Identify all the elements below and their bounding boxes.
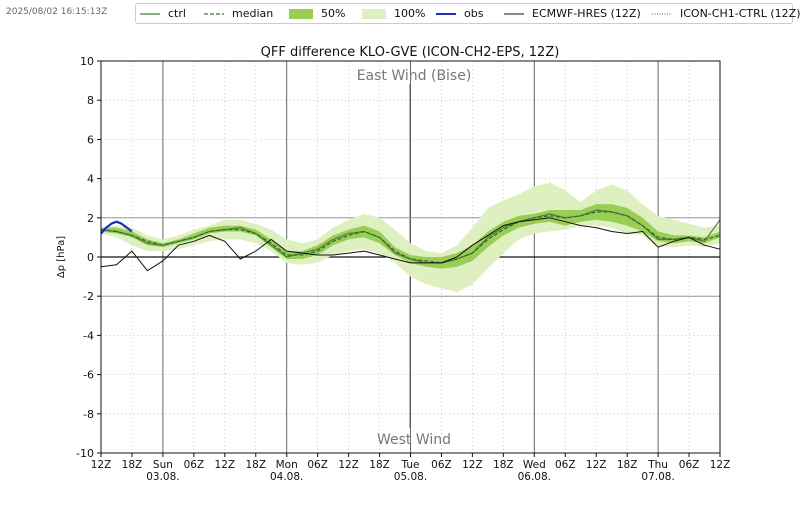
legend: ctrl median 50% 100% obs ECMWF-HRES (12Z… <box>135 3 800 24</box>
timestamp: 2025/08/02 16:15:13Z <box>6 7 108 17</box>
series-obs <box>100 220 133 235</box>
legend-swatch-obs <box>436 9 456 19</box>
legend-label-50pct: 50% <box>321 7 346 20</box>
x-tick-label: Thu <box>647 459 668 471</box>
annotation-west-wind: West Wind <box>377 432 451 448</box>
x-tick-label: 06Z <box>555 459 576 471</box>
legend-item-icon-ch1: ICON-CH1-CTRL (12Z) <box>652 4 800 23</box>
legend-item-ctrl: ctrl <box>140 4 186 23</box>
x-tick-label: 07.08. <box>641 471 674 483</box>
legend-item-50pct: 50% <box>289 4 345 23</box>
legend-swatch-ecmwf <box>504 9 524 19</box>
legend-item-obs: obs <box>436 4 483 23</box>
x-tick-label: 18Z <box>493 459 514 471</box>
y-tick-label: 0 <box>87 251 94 264</box>
x-tick-label: Tue <box>401 459 420 471</box>
legend-label-100pct: 100% <box>394 7 426 20</box>
x-tick-label: 03.08. <box>146 471 179 483</box>
y-tick-label: -8 <box>83 408 94 421</box>
y-tick-label: 10 <box>80 55 94 68</box>
x-tick-label: 05.08. <box>394 471 427 483</box>
x-tick-label: 12Z <box>710 459 731 471</box>
legend-label-ctrl: ctrl <box>168 7 186 20</box>
chart-title: QFF difference KLO-GVE (ICON-CH2-EPS, 12… <box>261 45 560 60</box>
x-tick-label: 12Z <box>586 459 607 471</box>
x-tick-label: 06Z <box>184 459 205 471</box>
x-tick-label: 12Z <box>91 459 112 471</box>
legend-swatch-icon-ch1 <box>652 9 672 19</box>
x-tick-label: 18Z <box>122 459 143 471</box>
y-tick-label: -4 <box>83 329 94 342</box>
y-tick-label: 8 <box>87 94 94 107</box>
y-tick-label: -10 <box>76 447 94 460</box>
x-tick-label: 18Z <box>245 459 266 471</box>
legend-item-ecmwf: ECMWF-HRES (12Z) <box>504 4 641 23</box>
series-ecmwf-hres-12z <box>100 217 721 272</box>
legend-swatch-50pct <box>289 8 313 19</box>
y-tick-label: 4 <box>87 173 94 186</box>
series-median <box>100 211 721 264</box>
x-tick-label: 04.08. <box>270 471 303 483</box>
legend-label-obs: obs <box>464 7 484 20</box>
x-tick-label: Sun <box>153 459 173 471</box>
x-tick-label: 12Z <box>215 459 236 471</box>
band-100pct <box>101 182 720 293</box>
x-tick-label: 06Z <box>679 459 700 471</box>
x-tick-label: 18Z <box>617 459 638 471</box>
x-tick-label: Wed <box>523 459 546 471</box>
annotation-east-wind: East Wind (Bise) <box>357 68 472 84</box>
legend-item-median: median <box>204 4 273 23</box>
x-tick-label: 06Z <box>307 459 328 471</box>
legend-swatch-100pct <box>362 8 386 19</box>
legend-swatch-median <box>204 9 224 19</box>
x-tick-label: 06.08. <box>518 471 551 483</box>
x-tick-label: 18Z <box>369 459 390 471</box>
legend-swatch-ctrl <box>140 9 160 19</box>
x-tick-label: Mon <box>276 459 298 471</box>
y-tick-label: 6 <box>87 133 94 146</box>
x-tick-label: 12Z <box>462 459 483 471</box>
y-tick-label: -6 <box>83 369 94 382</box>
x-tick-label: 06Z <box>431 459 452 471</box>
legend-label-ecmwf: ECMWF-HRES (12Z) <box>532 7 641 20</box>
band-50pct <box>101 204 720 269</box>
y-tick-label: 2 <box>87 212 94 225</box>
legend-label-icon-ch1: ICON-CH1-CTRL (12Z) <box>680 7 800 20</box>
y-tick-label: -2 <box>83 290 94 303</box>
y-axis-label: Δp [hPa] <box>56 236 67 278</box>
legend-item-100pct: 100% <box>362 4 425 23</box>
legend-label-median: median <box>232 7 274 20</box>
x-tick-label: 12Z <box>338 459 359 471</box>
